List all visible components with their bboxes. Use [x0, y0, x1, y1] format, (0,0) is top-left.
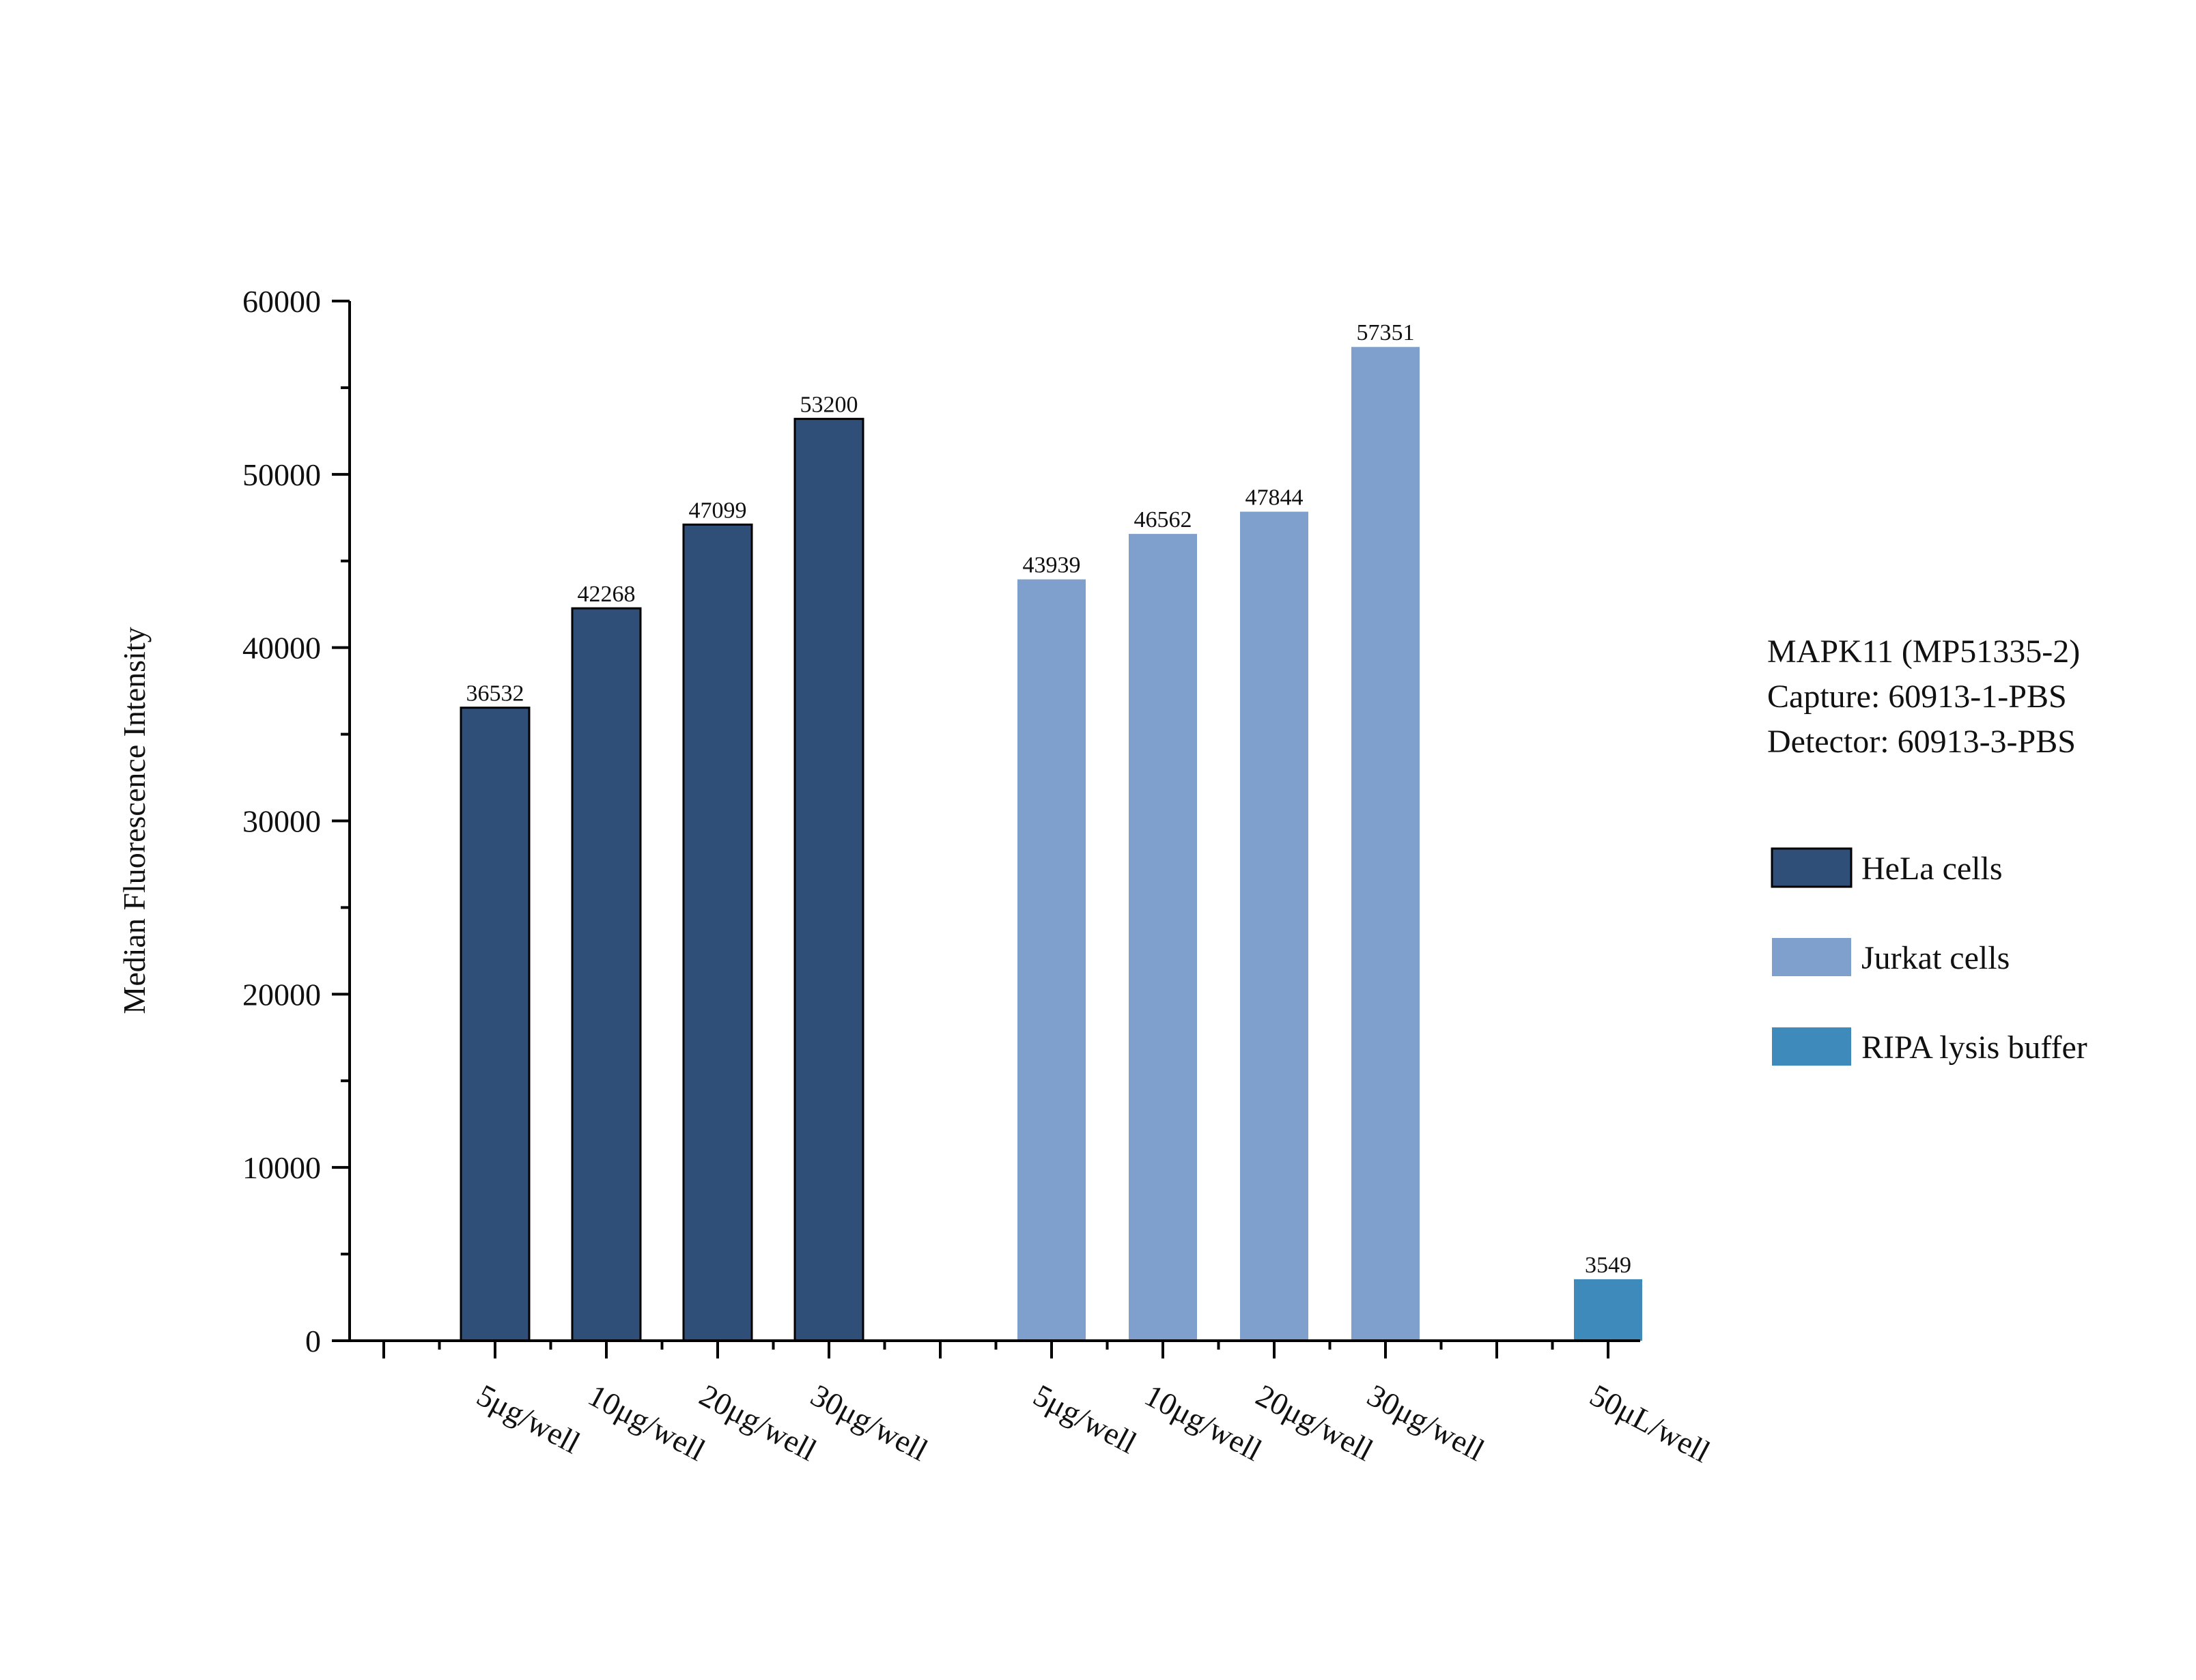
data-label: 47844	[1245, 485, 1304, 511]
data-label: 42268	[578, 582, 636, 607]
bar	[1129, 534, 1197, 1341]
y-axis-title: Median Fluorescence Intensity	[117, 627, 152, 1014]
bar	[793, 418, 864, 1342]
x-tick-label: 30μg/well	[805, 1378, 933, 1468]
legend-label: Jurkat cells	[1861, 940, 2010, 976]
data-label: 3549	[1585, 1253, 1631, 1278]
y-tick-label: 50000	[242, 457, 321, 492]
x-tick-label: 10μg/well	[1139, 1378, 1267, 1468]
y-tick-label: 20000	[242, 977, 321, 1012]
y-tick-label: 40000	[242, 631, 321, 666]
legend-swatch	[1771, 847, 1853, 888]
annotation-line: Capture: 60913-1-PBS	[1767, 679, 2067, 715]
legend-label: RIPA lysis buffer	[1861, 1029, 2087, 1066]
data-label: 57351	[1357, 320, 1415, 345]
x-tick-label: 10μg/well	[582, 1378, 711, 1468]
data-label: 36532	[466, 681, 524, 707]
data-label: 47099	[689, 498, 747, 523]
bar	[1240, 511, 1308, 1341]
y-tick-label: 0	[305, 1324, 321, 1358]
x-tick-label: 50μL/well	[1584, 1378, 1715, 1470]
legend-swatch	[1772, 1027, 1851, 1066]
bar	[1574, 1279, 1642, 1341]
data-labels-layer: 36532 42268 47099 53200 43939 46562 47844 57351…	[466, 320, 1632, 1278]
data-label: 43939	[1023, 553, 1081, 578]
bar	[571, 607, 642, 1342]
bar	[460, 707, 531, 1342]
y-tick-labels: 0 10000 20000 30000 40000 50000 60000	[242, 284, 321, 1358]
chart-annotation: MAPK11 (MP51335-2) Capture: 60913-1-PBS De…	[1767, 633, 2080, 760]
y-tick-label: 60000	[242, 284, 321, 319]
bars-layer	[460, 347, 1642, 1342]
legend-swatch	[1772, 938, 1851, 976]
x-tick-label: 20μg/well	[694, 1378, 822, 1468]
x-tick-label: 30μg/well	[1362, 1378, 1490, 1468]
legend: HeLa cells Jurkat cells RIPA lysis buffer	[1771, 847, 2087, 1066]
bar	[682, 523, 753, 1342]
y-tick-label: 30000	[242, 804, 321, 839]
data-label: 46562	[1134, 507, 1192, 532]
x-tick-label: 20μg/well	[1250, 1378, 1379, 1468]
bar	[1017, 579, 1086, 1341]
x-tick-label: 5μg/well	[1028, 1378, 1142, 1460]
axes-layer	[332, 300, 1640, 1358]
y-tick-label: 10000	[242, 1150, 321, 1185]
legend-label: HeLa cells	[1861, 851, 2003, 887]
bar	[1351, 347, 1420, 1341]
annotation-line: Detector: 60913-3-PBS	[1767, 724, 2076, 760]
x-tick-label: 5μg/well	[471, 1378, 586, 1460]
data-label: 53200	[800, 393, 858, 418]
annotation-line: MAPK11 (MP51335-2)	[1767, 633, 2080, 670]
